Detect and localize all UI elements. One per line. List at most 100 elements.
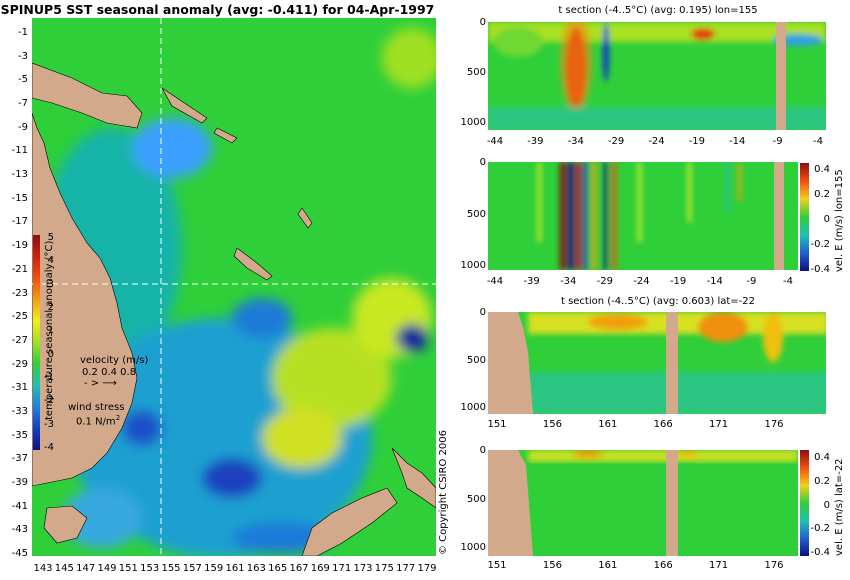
- wind-legend-scale: 0.1 N/m2: [76, 414, 120, 427]
- panel4-canvas: [488, 450, 798, 556]
- p3-x-tick: 171: [709, 419, 729, 430]
- lon-tick: 145: [54, 563, 74, 574]
- lat-tick: -37: [11, 453, 28, 465]
- p3-x-tick: 166: [653, 419, 673, 430]
- lat-tick: -45: [11, 548, 28, 559]
- p1-x-tick: -9: [772, 136, 783, 147]
- p2-x-tick: -19: [669, 276, 687, 287]
- p4-cbar-tick: 0.4: [814, 452, 830, 463]
- p1-x-tick: -4: [813, 136, 823, 147]
- lon-tick: 151: [118, 563, 138, 574]
- p2-x-tick: -14: [706, 276, 723, 287]
- lon-tick: 159: [204, 563, 224, 574]
- map-colorbar: [33, 235, 40, 450]
- map-cbar-tick: -2: [44, 395, 54, 407]
- map-cbar-tick: 5: [47, 232, 54, 243]
- velocity-legend-scale: 0.2 0.4 0.8: [82, 367, 137, 378]
- sst-map[interactable]: [32, 18, 436, 556]
- lon-tick: 175: [374, 563, 394, 574]
- lat-tick: -29: [11, 358, 28, 370]
- map-title: SPINUP5 SST seasonal anomaly (avg: -0.41…: [0, 2, 435, 17]
- p2-y-tick: 1000: [460, 260, 486, 271]
- p3-x-tick: 151: [487, 419, 507, 430]
- lat-tick: -19: [11, 240, 28, 252]
- p1-x-tick: -34: [567, 136, 584, 147]
- lon-tick: 173: [353, 563, 373, 574]
- lat-tick: -41: [11, 500, 28, 512]
- lon-tick: 167: [289, 563, 309, 574]
- p3-y-tick: 0: [479, 307, 486, 318]
- map-cbar-tick: 2: [47, 302, 54, 313]
- sst-map-canvas: [32, 18, 436, 556]
- p4-cbar-tick: 0.2: [814, 475, 830, 487]
- lon-tick: 147: [76, 563, 96, 574]
- p1-y-tick: 500: [466, 67, 486, 78]
- panel4-colorbar-label: vel. E (m/s) lat=-22: [834, 458, 845, 556]
- panel3-temp-section[interactable]: [488, 312, 826, 414]
- panel1-canvas: [488, 22, 826, 130]
- p1-x-tick: -19: [688, 136, 706, 147]
- map-colorbar-label: temperature seasonal anomaly (°C): [44, 240, 55, 420]
- lat-tick: -11: [11, 145, 28, 157]
- velocity-legend-arrows: - > ⟶: [84, 378, 117, 389]
- p1-x-tick: -39: [527, 136, 544, 147]
- lon-tick: 169: [310, 563, 330, 574]
- p2-x-tick: -24: [633, 276, 650, 287]
- p2-cbar-tick: 0.4: [814, 164, 830, 175]
- lat-tick: -33: [11, 405, 28, 417]
- wind-scale-sup: 2: [115, 414, 121, 422]
- p3-x-tick: 156: [542, 419, 562, 430]
- lat-tick: -15: [11, 192, 28, 204]
- lon-tick: 153: [140, 563, 160, 574]
- lon-tick: 177: [396, 563, 416, 574]
- p4-x-tick: 166: [653, 560, 673, 571]
- map-cbar-tick: 3: [47, 278, 54, 290]
- p1-y-tick: 0: [479, 17, 486, 28]
- panel1-title: t section (-4..5°C) (avg: 0.195) lon=155: [558, 5, 758, 16]
- p1-x-tick: -24: [648, 136, 665, 147]
- lon-tick: 155: [161, 563, 181, 574]
- lon-tick: 165: [268, 563, 288, 574]
- lon-tick: 149: [97, 563, 117, 574]
- p2-x-tick: -9: [746, 276, 757, 287]
- map-cbar-tick: -3: [44, 418, 54, 430]
- panel2-canvas: [488, 162, 798, 270]
- p4-x-tick: 171: [709, 560, 729, 571]
- p4-y-tick: 0: [479, 445, 486, 456]
- p4-cbar-tick: -0.4: [810, 547, 830, 558]
- p4-x-tick: 151: [487, 560, 507, 571]
- lat-tick: -17: [11, 216, 28, 228]
- wind-legend-label: wind stress: [68, 402, 125, 413]
- lat-tick: -13: [11, 169, 28, 181]
- p2-cbar-tick: -0.4: [810, 264, 830, 275]
- p4-y-tick: 1000: [460, 542, 486, 553]
- lat-tick: -7: [18, 98, 28, 110]
- panel2-vel-section[interactable]: [488, 162, 798, 270]
- lon-tick: 143: [33, 563, 53, 574]
- lat-tick: -1: [18, 27, 28, 38]
- p1-x-tick: -14: [729, 136, 746, 147]
- lon-tick: 157: [182, 563, 202, 574]
- p4-cbar-tick: 0: [823, 499, 830, 511]
- lat-tick: -3: [18, 50, 28, 62]
- p3-x-tick: 161: [598, 419, 618, 430]
- p1-x-tick: -44: [486, 136, 504, 147]
- panel2-colorbar-label: vel. E (m/s) lon=155: [834, 169, 845, 272]
- map-cbar-tick: -1: [44, 372, 54, 383]
- panel4-colorbar: [800, 450, 809, 556]
- p3-x-tick: 176: [764, 419, 784, 430]
- map-cbar-tick: 4: [47, 255, 54, 267]
- panel4-vel-section[interactable]: [488, 450, 798, 556]
- panel2-colorbar: [800, 163, 809, 271]
- map-cbar-tick: -4: [44, 442, 54, 453]
- p2-x-tick: -4: [783, 276, 793, 287]
- map-cbar-tick: 0: [47, 348, 54, 360]
- panel1-temp-section[interactable]: [488, 22, 826, 130]
- p1-y-tick: 1000: [460, 117, 486, 128]
- panel3-canvas: [488, 312, 826, 414]
- lat-tick: -31: [11, 382, 28, 394]
- p2-y-tick: 500: [466, 208, 486, 220]
- lat-tick: -35: [11, 429, 28, 441]
- p2-cbar-tick: 0.2: [814, 189, 830, 200]
- p4-x-tick: 161: [598, 560, 618, 571]
